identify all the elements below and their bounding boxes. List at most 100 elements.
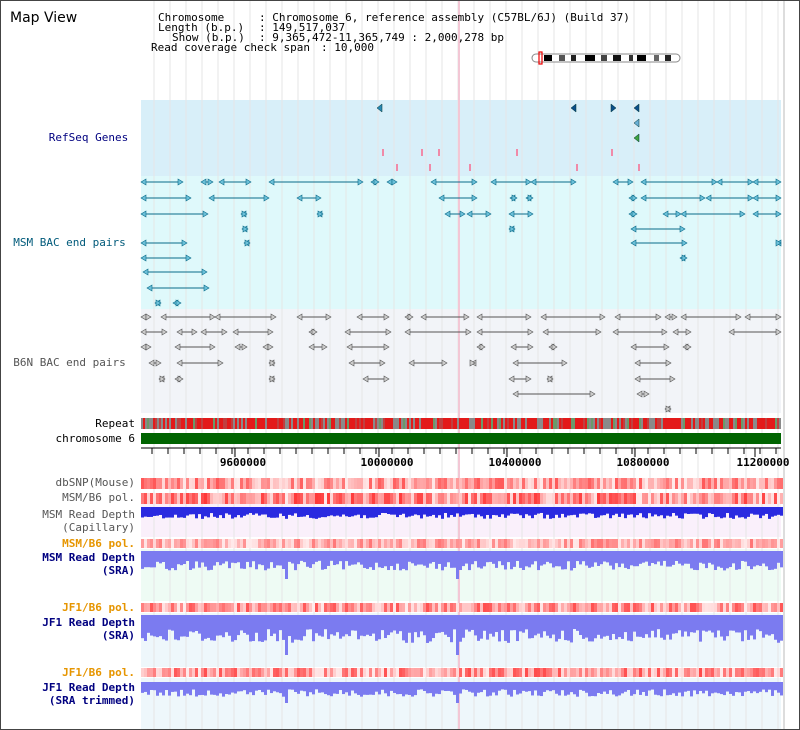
msm-sra-depth-bar bbox=[471, 551, 474, 565]
jf1-sra-depth-bar bbox=[180, 615, 183, 637]
msm-capillary-depth-bar bbox=[417, 507, 420, 516]
jf1-pol2-cell bbox=[471, 668, 474, 677]
jf1-sra-depth-bar bbox=[495, 615, 498, 633]
dbsnp-cell bbox=[294, 478, 297, 489]
repeat-cell bbox=[765, 418, 767, 429]
jf1-trim-depth-bar bbox=[396, 682, 399, 695]
jf1-sra-depth-bar bbox=[339, 615, 342, 639]
jf1-pol-cell bbox=[288, 603, 291, 612]
msm-pol2-cell bbox=[483, 539, 486, 548]
jf1-sra-depth-bar bbox=[636, 615, 639, 637]
repeat-cell bbox=[285, 418, 287, 429]
bac-end bbox=[140, 194, 147, 202]
jf1-pol-cell bbox=[153, 603, 156, 612]
jf1-sra-depth-bar bbox=[369, 615, 372, 637]
repeat-cell bbox=[173, 418, 175, 429]
msm-pol2-cell bbox=[528, 539, 531, 548]
jf1-sra-depth-bar bbox=[456, 615, 459, 655]
msm-capillary-depth-bar bbox=[282, 507, 285, 516]
msm-capillary-depth-bar bbox=[582, 507, 585, 514]
jf1-pol2-cell bbox=[270, 668, 273, 677]
msm-pol-cell bbox=[153, 493, 156, 504]
jf1-pol-cell bbox=[156, 603, 159, 612]
msm-pol2-cell bbox=[774, 539, 777, 548]
b6n-end bbox=[407, 313, 414, 321]
repeat-cell bbox=[195, 418, 197, 429]
dbsnp-cell bbox=[663, 478, 666, 489]
dbsnp-cell bbox=[630, 478, 633, 489]
msm-capillary-depth-bar bbox=[285, 507, 288, 519]
repeat-cell bbox=[549, 418, 551, 429]
msm-sra-depth-bar bbox=[147, 551, 150, 568]
jf1-pol2-cell bbox=[729, 668, 732, 677]
dbsnp-cell bbox=[234, 478, 237, 489]
repeat-cell bbox=[253, 418, 255, 429]
msm-pol2-cell bbox=[771, 539, 774, 548]
msm-pol2-cell bbox=[399, 539, 402, 548]
jf1-pol2-cell bbox=[576, 668, 579, 677]
jf1-sra-depth-bar bbox=[396, 615, 399, 634]
jf1-trim-depth-bar bbox=[375, 682, 378, 692]
jf1-sra-depth-bar bbox=[510, 615, 513, 631]
dbsnp-cell bbox=[462, 478, 465, 489]
repeat-cell bbox=[737, 418, 739, 429]
repeat-cell bbox=[479, 418, 481, 429]
repeat-cell bbox=[261, 418, 263, 429]
b6n-end bbox=[145, 343, 152, 351]
jf1-trim-depth-bar bbox=[672, 682, 675, 694]
b6n-end bbox=[634, 375, 641, 383]
repeat-cell bbox=[645, 418, 647, 429]
msm-pol-cell bbox=[747, 493, 750, 504]
jf1-pol-cell bbox=[606, 603, 609, 612]
jf1-sra-depth-bar bbox=[441, 615, 444, 632]
msm-capillary-depth-bar bbox=[450, 507, 453, 516]
jf1-trim-depth-bar bbox=[627, 682, 630, 691]
msm-pol-cell bbox=[390, 493, 393, 504]
msm-pol-cell bbox=[780, 493, 783, 504]
msm-sra-depth-bar bbox=[228, 551, 231, 569]
msm-capillary-depth-bar bbox=[444, 507, 447, 513]
jf1-trim-depth-bar bbox=[750, 682, 753, 694]
repeat-cell bbox=[229, 418, 231, 429]
msm-pol-cell bbox=[312, 493, 315, 504]
msm-sra-depth-bar bbox=[591, 551, 594, 567]
dbsnp-cell bbox=[636, 478, 639, 489]
msm-sra-depth-bar bbox=[243, 551, 246, 569]
msm-sra-depth-bar bbox=[411, 551, 414, 564]
repeat-cell bbox=[637, 418, 639, 429]
jf1-trim-depth-bar bbox=[468, 682, 471, 692]
msm-pol2-cell bbox=[168, 539, 171, 548]
b6n-end bbox=[735, 313, 742, 321]
msm-capillary-depth-bar bbox=[195, 507, 198, 519]
repeat-cell bbox=[183, 418, 185, 429]
dbsnp-cell bbox=[624, 478, 627, 489]
msm-sra-depth-bar bbox=[300, 551, 303, 561]
repeat-cell bbox=[503, 418, 505, 429]
dbsnp-cell bbox=[714, 478, 717, 489]
jf1-trim-depth-bar bbox=[489, 682, 492, 696]
msm-pol2-cell bbox=[279, 539, 282, 548]
dbsnp-cell bbox=[675, 478, 678, 489]
bac-end bbox=[202, 210, 209, 218]
msm-pol2-cell bbox=[753, 539, 756, 548]
jf1-trim-depth-bar bbox=[651, 682, 654, 690]
msm-pol2-cell bbox=[480, 539, 483, 548]
jf1-pol-cell bbox=[579, 603, 582, 612]
jf1-pol2-cell bbox=[669, 668, 672, 677]
repeat-cell bbox=[615, 418, 617, 429]
repeat-cell bbox=[515, 418, 517, 429]
dbsnp-cell bbox=[303, 478, 306, 489]
repeat-cell bbox=[621, 418, 623, 429]
bac-end bbox=[201, 268, 208, 276]
repeat-cell bbox=[741, 418, 743, 429]
jf1-sra-depth-bar bbox=[531, 615, 534, 639]
jf1-pol2-cell bbox=[186, 668, 189, 677]
msm-sra-depth-bar bbox=[315, 551, 318, 562]
msm-pol2-cell bbox=[714, 539, 717, 548]
jf1-sra-depth-bar bbox=[204, 615, 207, 639]
msm-pol2-cell bbox=[210, 539, 213, 548]
jf1-pol-cell bbox=[453, 603, 456, 612]
msm-pol-cell bbox=[204, 493, 207, 504]
bac-end bbox=[203, 284, 210, 292]
